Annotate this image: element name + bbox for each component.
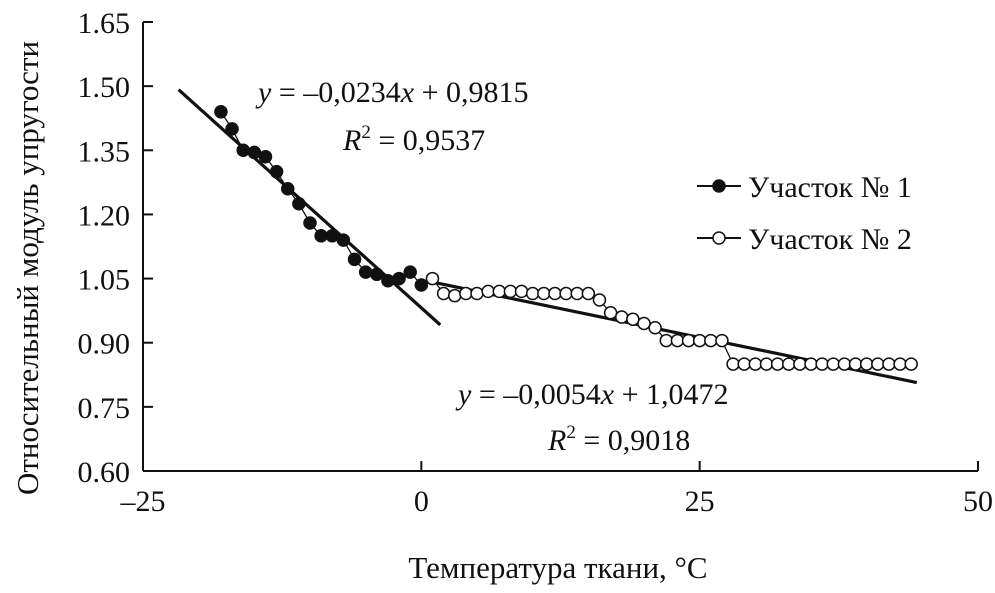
data-point — [793, 357, 807, 371]
data-point — [626, 312, 640, 326]
data-point — [381, 273, 395, 288]
data-point — [559, 286, 573, 301]
trendline-2-equation: y = –0,0054x + 1,0472 — [455, 378, 729, 411]
axes: 0.60 0.75 0.90 1.05 1.20 1.35 1.50 1.65 –25 0 25 50 — [78, 7, 994, 518]
y-tick-label: 1.50 — [78, 71, 131, 104]
data-point — [436, 286, 451, 301]
data-point — [325, 229, 340, 243]
data-point — [258, 149, 273, 164]
y-tick-label: 1.05 — [78, 264, 131, 297]
data-point — [648, 320, 662, 335]
data-point — [481, 284, 495, 299]
data-point — [681, 333, 696, 348]
data-point — [548, 286, 562, 301]
trendline-2-r-squared: R2 = 0,9018 — [547, 422, 690, 457]
data-point — [392, 271, 406, 286]
data-point — [358, 265, 373, 279]
legend-marker-series-2 — [712, 231, 726, 245]
y-tick-label: 1.35 — [78, 135, 131, 168]
data-point — [592, 293, 607, 307]
data-point — [447, 288, 462, 303]
trendline-1-equation: y = –0,0234x + 0,9815 — [255, 76, 529, 109]
data-point — [503, 284, 518, 299]
data-point — [715, 333, 729, 348]
x-tick-label: –25 — [120, 485, 166, 518]
data-point — [236, 143, 250, 158]
data-point — [247, 145, 262, 160]
data-point — [704, 333, 718, 348]
data-point — [470, 286, 484, 301]
data-point — [637, 316, 651, 331]
data-point — [826, 357, 841, 371]
data-point — [904, 357, 918, 371]
x-axis-label: Температура ткани, °C — [408, 550, 707, 585]
y-axis-label: Относительный модуль упругости — [10, 41, 45, 495]
y-tick-label: 1.65 — [78, 7, 131, 40]
data-point — [737, 357, 751, 371]
data-point — [214, 105, 228, 119]
data-point — [781, 357, 796, 371]
data-point — [759, 357, 774, 371]
data-point — [492, 284, 507, 299]
data-points — [214, 105, 918, 371]
data-point — [425, 271, 440, 286]
x-tick-label: 0 — [414, 485, 429, 518]
data-point — [570, 286, 584, 301]
data-point — [514, 284, 529, 299]
data-point — [347, 252, 362, 267]
data-point — [614, 310, 629, 324]
data-point — [525, 286, 540, 301]
data-point — [314, 229, 328, 243]
data-point — [815, 357, 829, 371]
y-tick-label: 0.75 — [78, 392, 131, 425]
data-point — [414, 278, 429, 292]
x-tick-label: 25 — [685, 485, 715, 518]
data-point — [370, 267, 384, 282]
data-point — [804, 357, 818, 371]
data-point — [659, 333, 674, 348]
data-point — [459, 286, 473, 301]
data-point — [403, 265, 417, 279]
trendline-1 — [177, 88, 442, 327]
legend-label-series-1: Участок № 1 — [748, 171, 912, 204]
y-tick-label: 0.60 — [78, 456, 131, 489]
data-point — [748, 357, 763, 371]
series-1 — [214, 105, 429, 292]
data-point — [280, 182, 295, 196]
data-point — [581, 286, 596, 301]
data-point — [859, 357, 874, 371]
legend: Участок № 1 Участок № 2 — [697, 171, 912, 256]
legend-label-series-2: Участок № 2 — [748, 223, 912, 256]
y-tick-label: 0.90 — [78, 328, 131, 361]
data-point — [303, 216, 317, 230]
series-2 — [425, 271, 918, 371]
x-tick-label: 50 — [963, 485, 993, 518]
data-point — [726, 357, 740, 371]
legend-marker-series-1 — [712, 179, 726, 193]
y-tick-label: 1.20 — [78, 199, 131, 232]
data-point — [537, 286, 551, 301]
data-point — [893, 357, 907, 371]
data-point — [603, 306, 618, 320]
data-point — [770, 357, 785, 371]
data-point — [692, 333, 707, 348]
trendline-1-r-squared: R2 = 0,9537 — [342, 122, 485, 157]
data-point — [269, 164, 284, 179]
data-point — [336, 233, 351, 247]
data-point — [837, 357, 852, 371]
data-point — [871, 357, 885, 371]
data-point — [225, 122, 239, 136]
data-point — [882, 357, 896, 371]
data-point — [670, 333, 685, 348]
data-point — [292, 196, 306, 211]
data-point — [848, 357, 863, 371]
